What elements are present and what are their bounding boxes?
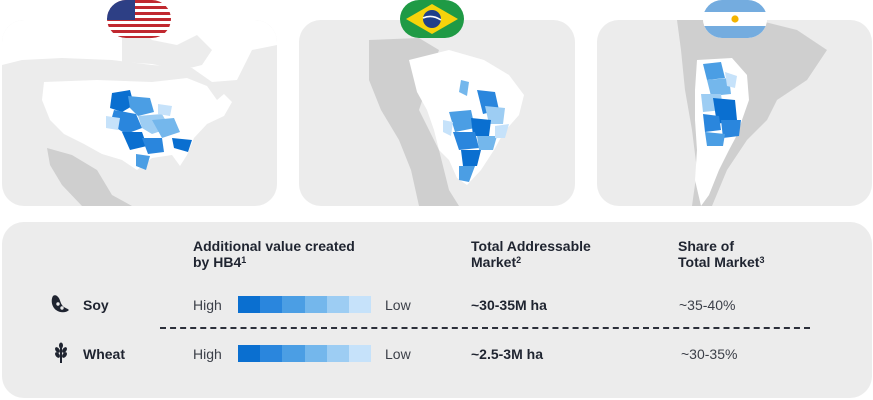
share-value-wheat: ~30-35% bbox=[681, 346, 738, 362]
row-divider bbox=[160, 327, 810, 329]
header-share-of-total-market: Share of Total Market3 bbox=[678, 238, 765, 270]
soy-icon bbox=[49, 293, 71, 315]
brazil-flag-icon bbox=[400, 0, 464, 38]
header-additional-value: Additional value created by HB41 bbox=[193, 238, 355, 270]
scale-low-label: Low bbox=[385, 346, 411, 362]
brazil-map-card bbox=[299, 20, 575, 206]
wheat-icon bbox=[50, 342, 72, 364]
us-flag-icon bbox=[107, 0, 171, 38]
brazil-map-icon bbox=[369, 38, 524, 206]
crop-name-soy: Soy bbox=[83, 297, 109, 313]
tam-value-soy: ~30-35M ha bbox=[471, 297, 547, 313]
tam-value-wheat: ~2.5-3M ha bbox=[471, 346, 543, 362]
usa-map-card bbox=[2, 20, 277, 206]
market-summary-panel: Additional value created by HB41 Total A… bbox=[2, 222, 872, 398]
value-scale-bar bbox=[238, 296, 372, 313]
argentina-flag-icon bbox=[703, 0, 767, 38]
scale-high-label: High bbox=[193, 346, 222, 362]
scale-low-label: Low bbox=[385, 297, 411, 313]
argentina-map-icon bbox=[677, 20, 827, 206]
usa-map-icon bbox=[2, 20, 277, 206]
scale-high-label: High bbox=[193, 297, 222, 313]
share-value-soy: ~35-40% bbox=[679, 297, 736, 313]
crop-name-wheat: Wheat bbox=[83, 346, 125, 362]
header-total-addressable-market: Total Addressable Market2 bbox=[471, 238, 591, 270]
argentina-map-card bbox=[597, 20, 872, 206]
value-scale-bar bbox=[238, 345, 372, 362]
